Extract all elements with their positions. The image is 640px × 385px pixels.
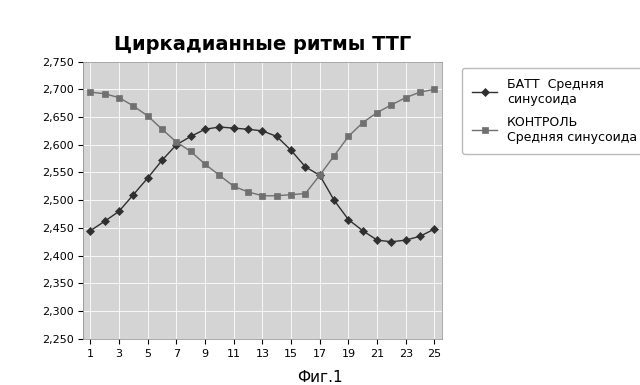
КОНТРОЛЬ
Средняя синусоида xyxy=(187,149,195,154)
КОНТРОЛЬ
Средняя синусоида xyxy=(359,120,367,125)
БАТТ  Средняя
синусоида xyxy=(101,219,109,224)
БАТТ  Средняя
синусоида xyxy=(359,228,367,233)
КОНТРОЛЬ
Средняя синусоида xyxy=(344,134,352,139)
КОНТРОЛЬ
Средняя синусоида xyxy=(230,184,237,189)
БАТТ  Средняя
синусоида xyxy=(115,209,123,214)
БАТТ  Средняя
синусоида xyxy=(158,158,166,162)
КОНТРОЛЬ
Средняя синусоида xyxy=(216,173,223,177)
БАТТ  Средняя
синусоида xyxy=(287,148,295,152)
КОНТРОЛЬ
Средняя синусоида xyxy=(316,173,324,177)
Title: Циркадианные ритмы ТТГ: Циркадианные ритмы ТТГ xyxy=(114,35,411,55)
БАТТ  Средняя
синусоида xyxy=(373,238,381,243)
КОНТРОЛЬ
Средняя синусоида xyxy=(244,189,252,194)
КОНТРОЛЬ
Средняя синусоида xyxy=(144,114,152,118)
БАТТ  Средняя
синусоида xyxy=(187,134,195,139)
БАТТ  Средняя
синусоида xyxy=(402,238,410,243)
БАТТ  Средняя
синусоида xyxy=(388,239,396,244)
КОНТРОЛЬ
Средняя синусоида xyxy=(402,95,410,100)
КОНТРОЛЬ
Средняя синусоида xyxy=(301,191,309,196)
КОНТРОЛЬ
Средняя синусоида xyxy=(201,162,209,166)
БАТТ  Средняя
синусоида xyxy=(344,217,352,222)
КОНТРОЛЬ
Средняя синусоида xyxy=(101,92,109,96)
КОНТРОЛЬ
Средняя синусоида xyxy=(388,102,396,107)
Line: БАТТ  Средняя
синусоида: БАТТ Средняя синусоида xyxy=(88,124,437,244)
БАТТ  Средняя
синусоида xyxy=(129,192,137,197)
БАТТ  Средняя
синусоида xyxy=(173,142,180,147)
БАТТ  Средняя
синусоида xyxy=(330,198,338,203)
БАТТ  Средняя
синусоида xyxy=(273,134,280,139)
КОНТРОЛЬ
Средняя синусоида xyxy=(431,87,438,92)
БАТТ  Средняя
синусоида xyxy=(316,173,324,177)
КОНТРОЛЬ
Средняя синусоида xyxy=(158,127,166,132)
КОНТРОЛЬ
Средняя синусоида xyxy=(115,95,123,100)
Line: КОНТРОЛЬ
Средняя синусоида: КОНТРОЛЬ Средняя синусоида xyxy=(88,87,437,199)
Legend: БАТТ  Средняя
синусоида, КОНТРОЛЬ
Средняя синусоида: БАТТ Средняя синусоида, КОНТРОЛЬ Средняя… xyxy=(462,68,640,154)
БАТТ  Средняя
синусоида xyxy=(144,176,152,180)
БАТТ  Средняя
синусоида xyxy=(259,129,266,133)
КОНТРОЛЬ
Средняя синусоида xyxy=(416,90,424,94)
КОНТРОЛЬ
Средняя синусоида xyxy=(273,193,280,198)
БАТТ  Средняя
синусоида xyxy=(201,127,209,132)
БАТТ  Средняя
синусоида xyxy=(230,126,237,131)
КОНТРОЛЬ
Средняя синусоида xyxy=(330,154,338,158)
БАТТ  Средняя
синусоида xyxy=(301,165,309,169)
КОНТРОЛЬ
Средняя синусоида xyxy=(259,193,266,198)
КОНТРОЛЬ
Средняя синусоида xyxy=(287,192,295,197)
БАТТ  Средняя
синусоида xyxy=(416,234,424,239)
БАТТ  Средняя
синусоида xyxy=(216,125,223,129)
БАТТ  Средняя
синусоида xyxy=(431,227,438,231)
КОНТРОЛЬ
Средняя синусоида xyxy=(129,104,137,108)
БАТТ  Средняя
синусоида xyxy=(86,228,94,233)
Text: Фиг.1: Фиг.1 xyxy=(297,370,343,385)
БАТТ  Средняя
синусоида xyxy=(244,127,252,132)
КОНТРОЛЬ
Средняя синусоида xyxy=(173,140,180,144)
КОНТРОЛЬ
Средняя синусоида xyxy=(86,90,94,94)
КОНТРОЛЬ
Средняя синусоида xyxy=(373,110,381,115)
